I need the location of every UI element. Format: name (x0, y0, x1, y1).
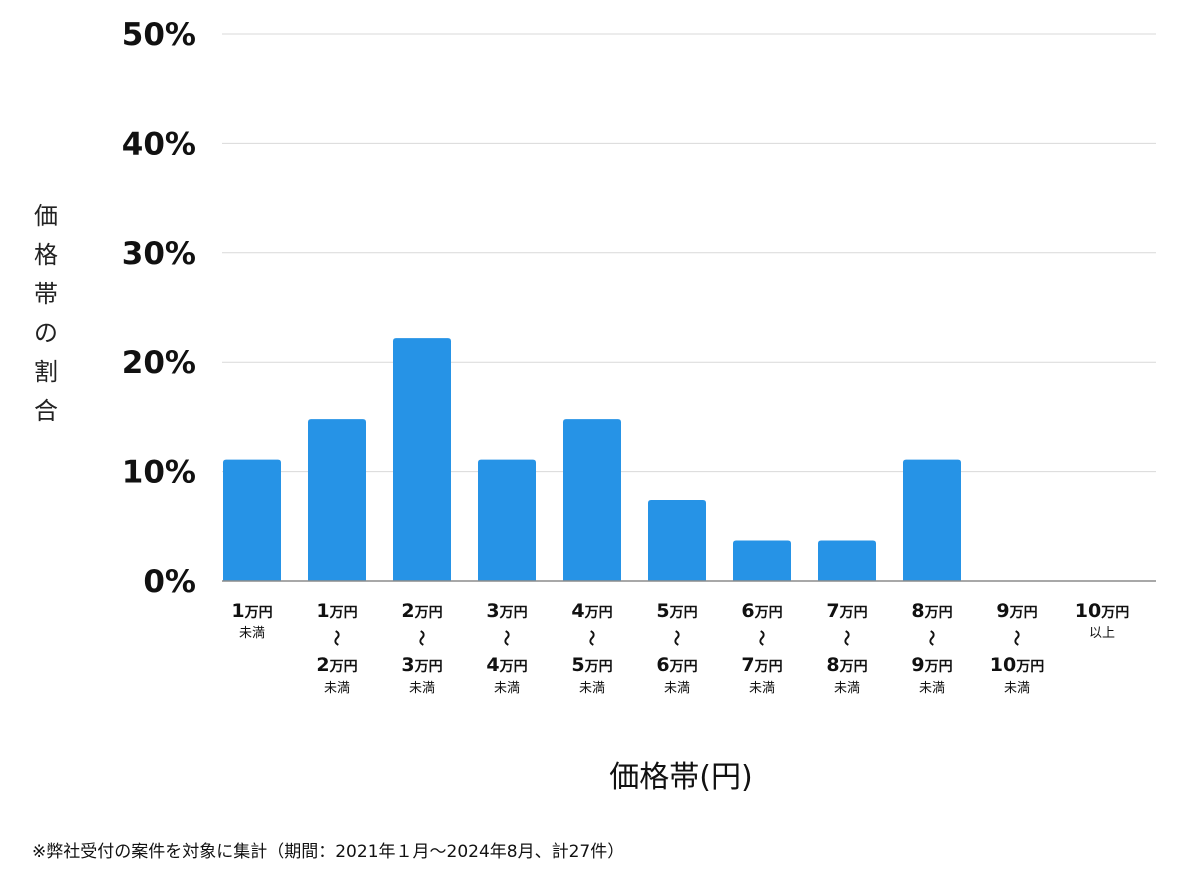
y-tick-label: 20% (122, 345, 196, 381)
svg-text:7万円: 7万円 (826, 600, 867, 622)
svg-text:5万円: 5万円 (571, 654, 612, 676)
svg-text:9万円: 9万円 (996, 600, 1037, 622)
svg-text:未満: 未満 (919, 681, 945, 696)
bar (818, 540, 876, 581)
svg-text:3万円: 3万円 (486, 600, 527, 622)
svg-text:未満: 未満 (749, 681, 775, 696)
y-tick-label: 30% (122, 236, 196, 272)
svg-text:〜: 〜 (327, 630, 346, 646)
svg-text:〜: 〜 (922, 630, 941, 646)
svg-text:9万円: 9万円 (911, 654, 952, 676)
svg-text:〜: 〜 (752, 630, 771, 646)
svg-text:10万円: 10万円 (990, 654, 1044, 676)
svg-text:未満: 未満 (664, 681, 690, 696)
svg-text:6万円: 6万円 (741, 600, 782, 622)
svg-text:4万円: 4万円 (486, 654, 527, 676)
svg-text:7万円: 7万円 (741, 654, 782, 676)
bar (648, 500, 706, 581)
svg-text:4万円: 4万円 (571, 600, 612, 622)
x-axis-label: 価格帯(円) (609, 760, 752, 795)
x-axis-category-labels: 1万円未満1万円〜2万円未満2万円〜3万円未満3万円〜4万円未満4万円〜5万円未… (231, 600, 1129, 696)
svg-text:〜: 〜 (497, 630, 516, 646)
svg-text:〜: 〜 (837, 630, 856, 646)
svg-text:未満: 未満 (834, 681, 860, 696)
gridlines (222, 33, 1156, 473)
bar (308, 419, 366, 581)
y-axis-tick-labels: 0% 10% 20% 30% 40% 50% (122, 17, 196, 600)
y-tick-label: 40% (122, 126, 196, 162)
bar (733, 540, 791, 581)
svg-text:3万円: 3万円 (401, 654, 442, 676)
svg-text:〜: 〜 (412, 630, 431, 646)
svg-text:〜: 〜 (1007, 630, 1026, 646)
bar (903, 459, 961, 581)
bars (223, 338, 961, 581)
y-tick-label: 10% (122, 455, 196, 491)
svg-text:未満: 未満 (494, 681, 520, 696)
svg-text:5万円: 5万円 (656, 600, 697, 622)
svg-text:未満: 未満 (579, 681, 605, 696)
svg-text:2万円: 2万円 (316, 654, 357, 676)
footnote: ※弊社受付の案件を対象に集計（期間：2021年１月〜2024年8月、計27件） (32, 842, 624, 862)
y-axis-label: 価格帯の割合 (34, 202, 58, 425)
svg-text:未満: 未満 (1004, 681, 1030, 696)
svg-text:1万円: 1万円 (231, 600, 272, 622)
svg-text:未満: 未満 (239, 626, 265, 641)
svg-text:8万円: 8万円 (826, 654, 867, 676)
y-tick-label: 0% (143, 564, 196, 600)
bar (223, 459, 281, 581)
svg-text:1万円: 1万円 (316, 600, 357, 622)
svg-text:以上: 以上 (1089, 626, 1115, 641)
bar (478, 459, 536, 581)
svg-text:2万円: 2万円 (401, 600, 442, 622)
bar (393, 338, 451, 581)
svg-text:〜: 〜 (667, 630, 686, 646)
bar (563, 419, 621, 581)
svg-text:10万円: 10万円 (1075, 600, 1129, 622)
svg-text:6万円: 6万円 (656, 654, 697, 676)
svg-text:未満: 未満 (324, 681, 350, 696)
svg-text:未満: 未満 (409, 681, 435, 696)
svg-text:8万円: 8万円 (911, 600, 952, 622)
svg-text:〜: 〜 (582, 630, 601, 646)
y-tick-label: 50% (122, 17, 196, 53)
